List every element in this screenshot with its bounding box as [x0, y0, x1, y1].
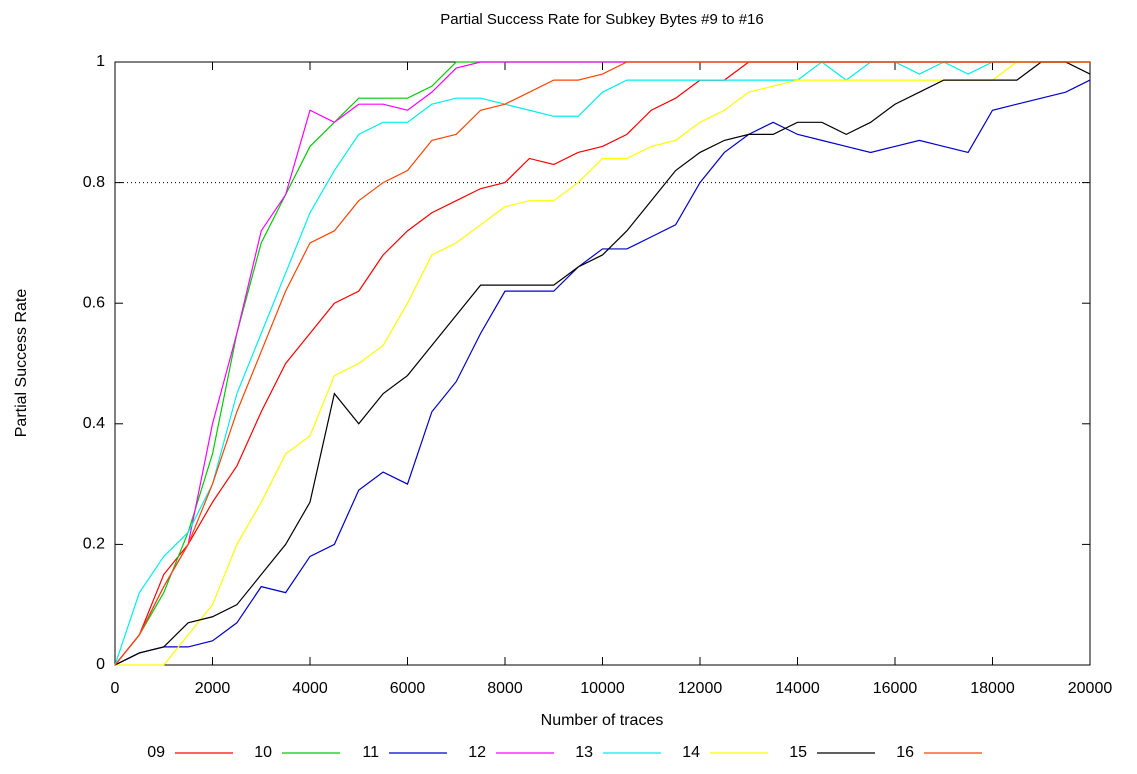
legend-label: 09 [147, 744, 165, 761]
legend-label: 16 [896, 744, 914, 761]
x-tick-label: 2000 [195, 680, 231, 697]
y-tick-label: 1 [96, 53, 105, 70]
legend-label: 12 [468, 744, 486, 761]
legend-label: 10 [254, 744, 272, 761]
y-tick-label: 0.2 [83, 536, 105, 553]
legend-label: 13 [575, 744, 593, 761]
legend-label: 14 [682, 744, 700, 761]
y-tick-label: 0.4 [83, 415, 105, 432]
y-tick-label: 0.8 [83, 174, 105, 191]
x-tick-label: 18000 [970, 680, 1015, 697]
y-tick-label: 0 [96, 656, 105, 673]
legend-label: 11 [362, 744, 379, 761]
chart-title: Partial Success Rate for Subkey Bytes #9… [440, 11, 764, 28]
series-line [114, 61, 1090, 666]
x-tick-label: 16000 [873, 680, 918, 697]
y-tick-label: 0.6 [83, 294, 105, 311]
x-tick-label: 4000 [292, 680, 328, 697]
series-line [114, 79, 1091, 666]
x-tick-label: 12000 [678, 680, 723, 697]
y-axis-label: Partial Success Rate [13, 289, 30, 438]
x-tick-label: 8000 [487, 680, 523, 697]
x-tick-label: 14000 [775, 680, 820, 697]
x-axis-label: Number of traces [541, 712, 664, 729]
x-tick-label: 10000 [580, 680, 625, 697]
x-tick-label: 6000 [390, 680, 426, 697]
series-line [115, 61, 1090, 666]
x-tick-label: 20000 [1068, 680, 1113, 697]
x-tick-label: 0 [111, 680, 120, 697]
legend-label: 15 [789, 744, 807, 761]
series-line [114, 61, 1091, 666]
series-line [114, 61, 1090, 666]
